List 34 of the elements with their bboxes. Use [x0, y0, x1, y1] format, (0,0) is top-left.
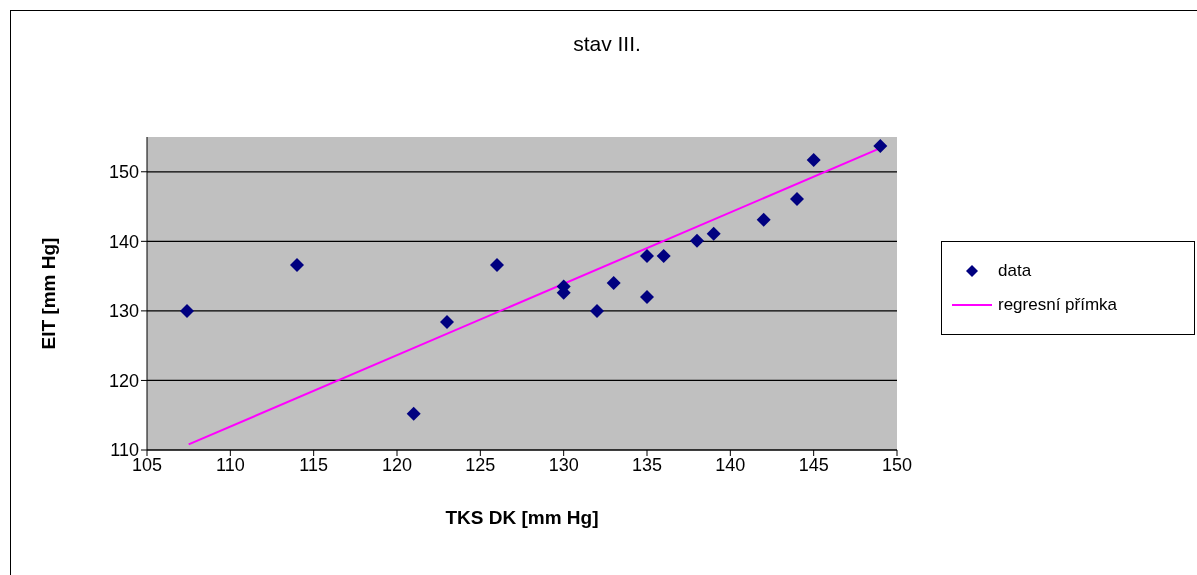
point — [290, 257, 304, 272]
legend-label: data — [998, 260, 1032, 281]
x-tick-label: 125 — [465, 454, 496, 475]
point — [490, 257, 504, 272]
x-axis-title: TKS DK [mm Hg] — [445, 507, 599, 528]
x-tick-label: 140 — [715, 454, 746, 475]
point — [640, 248, 654, 263]
point — [656, 248, 671, 263]
point — [590, 303, 604, 318]
point — [706, 226, 721, 241]
x-tick-label: 115 — [299, 454, 329, 475]
x-tick-label: 145 — [798, 454, 829, 475]
chart-title: stav III. — [572, 32, 642, 56]
x-tick-label: 135 — [631, 454, 663, 475]
x-tick-label: 110 — [215, 454, 245, 475]
y-tick-label: 120 — [108, 370, 139, 391]
legend-label: regresní přímka — [998, 294, 1118, 315]
x-tick-label: 130 — [548, 454, 579, 475]
point — [440, 315, 454, 330]
y-axis-title: EIT [mm Hg] — [37, 237, 59, 350]
point — [690, 233, 704, 248]
x-tick-label: 120 — [381, 454, 413, 475]
x-tick-label: 150 — [881, 454, 913, 475]
point — [806, 152, 821, 167]
point — [756, 212, 771, 227]
point — [606, 276, 621, 291]
point — [180, 303, 194, 318]
y-tick-label: 130 — [108, 301, 139, 322]
y-tick-label: 150 — [108, 162, 139, 183]
point — [640, 289, 654, 304]
y-tick-label: 140 — [108, 231, 139, 252]
point — [873, 139, 888, 154]
point — [790, 191, 804, 206]
point — [406, 406, 421, 421]
